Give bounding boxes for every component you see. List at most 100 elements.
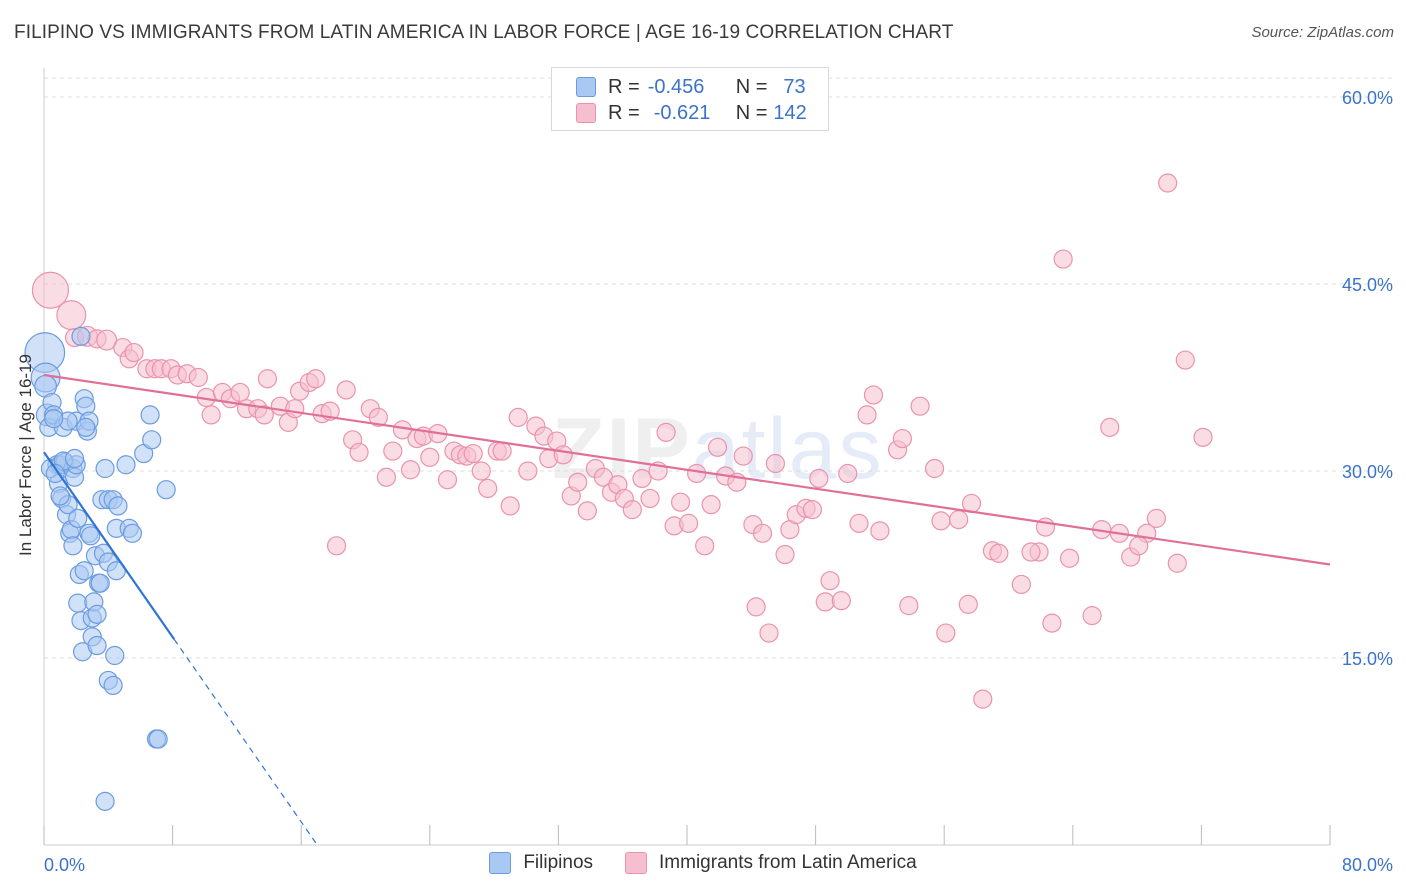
latin-america-point [656,422,676,442]
latin-america-point [936,623,956,643]
filipino-point [156,480,176,500]
legend-swatch-blue [576,77,596,97]
latin-america-point [802,500,822,520]
y-axis-label-text: In Labor Force | Age 16-19 [16,354,35,556]
filipino-point [108,496,128,516]
latin-america-point [759,623,779,643]
latin-america-point [336,380,356,400]
latin-america-point [892,428,913,449]
filipino-point [105,645,125,666]
latin-america-point [230,382,250,403]
filipino-point [50,486,70,506]
latin-america-point [553,445,573,465]
latin-america-point [1042,613,1062,633]
latin-america-point [306,369,326,389]
latin-america-point [1146,508,1166,528]
latin-america-point [188,367,208,388]
latin-america-point [695,536,715,556]
latin-america-point [492,441,512,461]
latin-america-point [420,447,440,467]
filipino-point [95,791,115,811]
legend-n-label: N = [735,75,768,98]
filipino-point [64,448,85,469]
filipino-point [116,455,136,475]
latin-america-point [1059,548,1080,568]
legend-item-latin-america[interactable]: Immigrants from Latin America [625,852,917,874]
latin-america-point [518,461,538,481]
filipino-point [74,561,94,581]
x-tick-label: 80.0% [1342,855,1393,875]
latin-america-point [632,468,652,489]
filipino-trend-extension [173,638,318,846]
latin-america-point [899,596,919,616]
filipino-point [95,458,115,479]
filipino-point [45,463,65,484]
latin-america-point [765,453,786,474]
filipino-point [148,729,168,749]
latin-america-point [500,496,520,516]
latin-america-point [707,437,728,457]
legend-item-filipinos[interactable]: Filipinos [489,852,593,874]
filipino-point [87,604,107,624]
filipino-point [44,409,64,429]
latin-america-point [670,492,691,512]
filipino-point [81,526,101,546]
latin-america-point [1167,553,1187,573]
latin-america-point [56,300,87,331]
latin-america-point [568,472,588,492]
y-tick-label: 60.0% [1342,88,1393,108]
legend-swatch-pink [576,103,596,123]
latin-america-point [687,463,707,484]
latin-america-point [831,591,851,611]
y-tick-label: 15.0% [1342,649,1393,669]
latin-america-point [376,467,396,487]
latin-america-point [1053,249,1073,269]
latin-america-point [838,463,858,484]
latin-america-point [400,460,421,480]
latin-america-point [931,511,951,531]
filipino-point [142,430,162,450]
latin-america-point [437,470,458,490]
legend-n-value: 142 [773,101,807,124]
series-legend: Filipinos Immigrants from Latin America [0,852,1406,874]
latin-america-point [622,500,642,520]
latin-america-point [910,396,930,416]
y-tick-label: 45.0% [1342,275,1393,295]
latin-america-point [958,594,978,614]
latin-america-point [809,468,829,489]
latin-america-point [989,543,1009,563]
filipino-point [68,593,88,613]
y-tick-label: 30.0% [1342,462,1393,482]
latin-america-point [124,342,144,363]
latin-america-point [949,510,969,530]
latin-america-point [870,521,890,541]
latin-america-point [733,446,753,466]
filipino-point [63,536,83,556]
latin-america-point [640,488,660,509]
filipino-point [140,405,160,425]
latin-america-point [679,513,699,533]
y-axis-label: In Labor Force | Age 16-19 [16,354,36,556]
latin-america-point [368,407,388,427]
latin-america-point [1175,350,1195,370]
filipino-point [87,635,107,656]
filipino-point [68,508,88,528]
latin-america-point [752,523,773,543]
legend-label-latin-america: Immigrants from Latin America [659,852,917,873]
latin-america-point [849,513,869,533]
latin-america-point [577,501,597,521]
latin-america-point [820,571,840,591]
latin-america-point [254,405,274,425]
latin-america-point [746,597,766,617]
legend-r-value: -0.456 [647,75,705,98]
latin-america-point [201,405,221,425]
filipino-point [122,523,143,543]
correlation-legend: R = -0.456 N = 73 R = -0.621 N = 142 [551,67,829,131]
legend-r-label: R = [608,101,640,124]
latin-america-point [863,385,884,405]
latin-america-point [775,544,795,565]
chart-title: FILIPINO VS IMMIGRANTS FROM LATIN AMERIC… [14,22,954,43]
latin-america-point [924,458,945,479]
latin-america-point [349,442,369,462]
latin-america-point [96,329,118,351]
